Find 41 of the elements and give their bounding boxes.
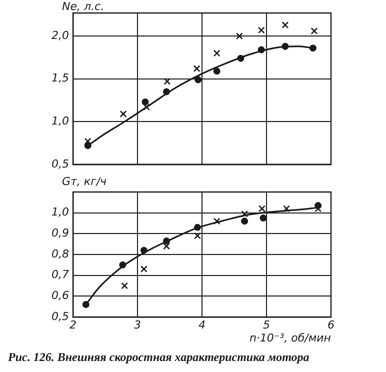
point bbox=[194, 232, 201, 240]
y-tick-label: 2,0 bbox=[52, 28, 69, 42]
x-tick-label: 5 bbox=[263, 318, 270, 332]
point bbox=[121, 282, 128, 290]
point bbox=[120, 110, 127, 118]
point bbox=[163, 242, 170, 250]
point bbox=[258, 26, 265, 34]
x-tick-label: 2 bbox=[70, 318, 76, 332]
point bbox=[241, 210, 248, 218]
point bbox=[310, 27, 318, 34]
y-tick-label: 0,6 bbox=[52, 289, 69, 302]
x-tick-label: 6 bbox=[328, 318, 334, 332]
point bbox=[140, 266, 148, 273]
point bbox=[213, 218, 220, 225]
point bbox=[193, 65, 200, 72]
point bbox=[213, 50, 220, 57]
x-axis-title: n·10⁻³, об/мин bbox=[249, 331, 331, 344]
y-tick-label: 0,8 bbox=[52, 247, 69, 260]
point bbox=[194, 76, 202, 84]
y-tick-label: 1,5 bbox=[52, 72, 69, 85]
y-axis-title: Ne, л.с. bbox=[62, 0, 104, 13]
point bbox=[241, 218, 248, 225]
point bbox=[282, 21, 289, 28]
y-tick-label: 1,0 bbox=[52, 114, 69, 128]
point bbox=[260, 214, 267, 222]
point bbox=[142, 98, 149, 106]
y-tick-label: 1,0 bbox=[52, 206, 69, 219]
point bbox=[143, 104, 150, 111]
point bbox=[236, 32, 243, 40]
point bbox=[164, 78, 171, 85]
y-tick-label: 0,5 bbox=[52, 157, 69, 170]
y-tick-label: 0,7 bbox=[52, 268, 69, 282]
x-tick-label: 4 bbox=[198, 318, 206, 332]
point bbox=[258, 205, 266, 212]
point bbox=[283, 205, 290, 212]
y-axis-title: Gт, кг/ч bbox=[62, 175, 107, 188]
point bbox=[213, 68, 220, 75]
x-tick-label: 3 bbox=[134, 318, 141, 332]
text: Рис. 126. Внешняя скоростная характеристика мотора bbox=[8, 350, 310, 365]
y-tick-label: 0,5 bbox=[52, 310, 69, 323]
y-tick-label: 0,9 bbox=[52, 226, 69, 240]
